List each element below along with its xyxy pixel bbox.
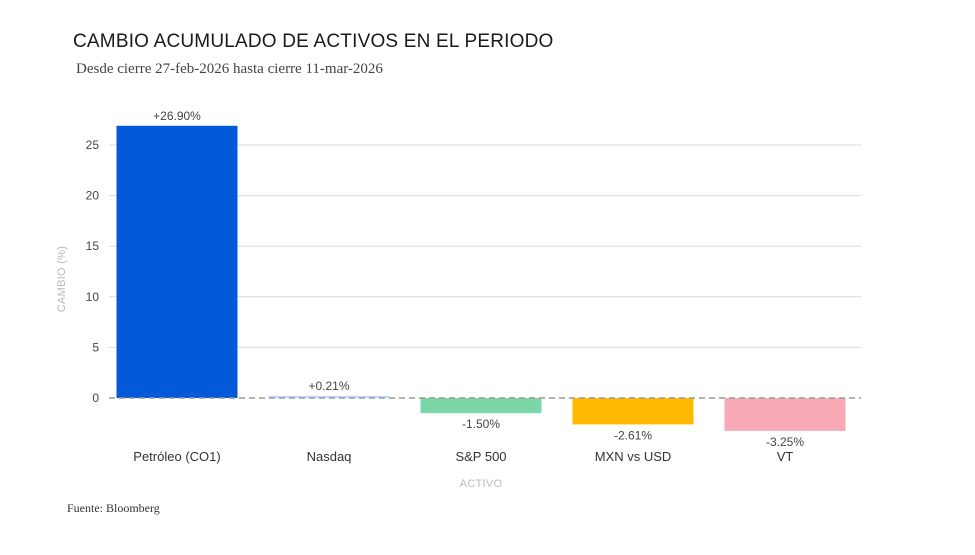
category-label: Nasdaq	[307, 449, 352, 464]
category-labels: Petróleo (CO1) Nasdaq S&P 500 MXN vs USD VT	[133, 449, 793, 464]
chart-subtitle: Desde cierre 27-feb-2026 hasta cierre 11…	[76, 61, 383, 77]
category-label: VT	[777, 449, 794, 464]
bar	[116, 125, 238, 398]
category-label: Petróleo (CO1)	[133, 449, 220, 464]
bar	[268, 395, 390, 398]
y-tick-labels: 0 5 10 15 20 25	[86, 138, 100, 405]
y-tick-label: 0	[92, 391, 99, 405]
source-note: Fuente: Bloomberg	[67, 501, 160, 515]
data-label: -3.25%	[766, 435, 804, 449]
y-tick-label: 25	[86, 138, 100, 152]
chart-title: CAMBIO ACUMULADO DE ACTIVOS EN EL PERIOD…	[73, 31, 554, 52]
y-tick-label: 5	[92, 340, 99, 354]
bar	[572, 398, 694, 425]
y-tick-label: 15	[86, 239, 100, 253]
data-labels: +26.90% +0.21% -1.50% -2.61% -3.25%	[153, 109, 804, 449]
bars	[116, 125, 846, 431]
x-axis-title: ACTIVO	[460, 478, 503, 490]
category-label: S&P 500	[455, 449, 506, 464]
y-axis-title: CAMBIO (%)	[56, 246, 68, 313]
bar	[420, 398, 542, 414]
y-tick-label: 20	[86, 189, 100, 203]
y-tick-label: 10	[86, 290, 100, 304]
data-label: +26.90%	[153, 109, 201, 123]
data-label: -1.50%	[462, 417, 500, 431]
category-label: MXN vs USD	[595, 449, 672, 464]
data-label: -2.61%	[614, 428, 652, 442]
bar	[724, 398, 846, 431]
data-label: +0.21%	[308, 379, 349, 393]
